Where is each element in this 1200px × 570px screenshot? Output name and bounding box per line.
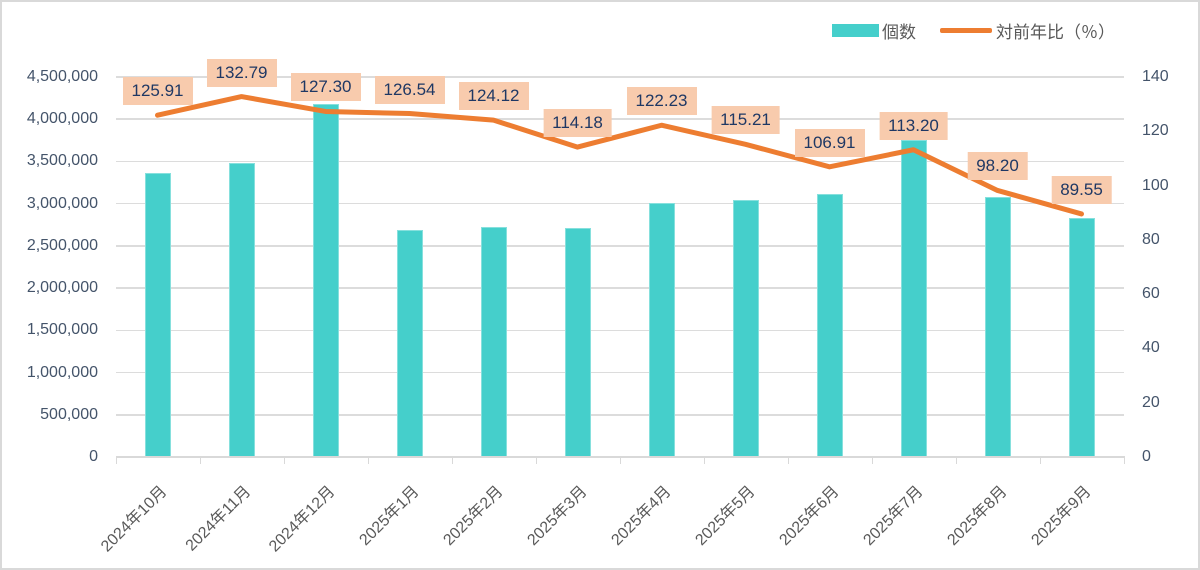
- line-data-label: 124.12: [458, 82, 529, 111]
- left-axis-tick-label: 2,500,000: [26, 236, 98, 254]
- right-axis-tick-label: 100: [1142, 176, 1169, 194]
- left-axis-tick-label: 1,500,000: [26, 321, 98, 339]
- bar: [648, 202, 675, 457]
- line-path: [155, 94, 1084, 217]
- x-axis-tick: [871, 455, 873, 464]
- x-axis-tick: [1123, 455, 1125, 464]
- line-data-label: 115.21: [711, 106, 780, 135]
- line-data-label: 127.30: [290, 73, 361, 102]
- bar: [1068, 218, 1095, 457]
- right-axis-tick-label: 60: [1142, 285, 1160, 303]
- left-axis-tick-label: 500,000: [40, 405, 98, 423]
- right-axis-tick-label: 40: [1142, 339, 1160, 357]
- x-axis-tick: [703, 455, 705, 464]
- legend-item-yoy: 対前年比（％）: [940, 18, 1115, 43]
- x-axis-tick: [955, 455, 957, 464]
- gridline: [115, 160, 1124, 163]
- right-axis-tick-label: 20: [1142, 393, 1160, 411]
- left-axis-tick-label: 3,500,000: [26, 152, 98, 170]
- line-data-label: 114.18: [543, 109, 612, 138]
- bar: [480, 227, 507, 457]
- x-axis-tick: [1039, 455, 1041, 464]
- line-data-label: 113.20: [879, 111, 948, 140]
- line-series-swatch: [940, 28, 992, 33]
- x-axis-tick: [367, 455, 369, 464]
- legend-item-count: 個数: [832, 18, 916, 43]
- line-series-legend-label: 対前年比（％）: [996, 23, 1115, 42]
- gridline: [115, 245, 1124, 247]
- right-axis-tick-label: 80: [1142, 230, 1160, 248]
- right-axis-tick-label: 120: [1142, 122, 1169, 140]
- line-data-label: 132.79: [206, 58, 277, 87]
- bar: [732, 199, 759, 457]
- gridline: [115, 76, 1124, 78]
- bar: [228, 163, 255, 457]
- x-axis-tick: [787, 455, 789, 464]
- gridline: [115, 371, 1124, 374]
- bar: [900, 140, 927, 457]
- bar-series-legend-label: 個数: [882, 23, 916, 42]
- left-axis-tick-label: 0: [89, 448, 98, 465]
- x-axis-tick: [451, 455, 453, 464]
- line-data-label: 122.23: [626, 87, 697, 116]
- x-axis-tick: [199, 455, 201, 464]
- left-axis-tick-label: 3,000,000: [26, 194, 98, 212]
- gridline: [115, 287, 1124, 289]
- right-axis-tick-label: 140: [1142, 68, 1169, 85]
- bar: [984, 196, 1011, 457]
- line-data-label: 126.54: [374, 75, 445, 104]
- left-axis-tick-label: 1,000,000: [26, 363, 98, 381]
- x-axis-tick: [115, 455, 117, 464]
- x-axis-tick: [619, 455, 621, 464]
- left-axis-tick-label: 4,000,000: [26, 110, 98, 128]
- left-axis-tick-label: 2,000,000: [26, 279, 98, 297]
- line-data-label: 98.20: [967, 152, 1028, 181]
- x-axis-tick: [283, 455, 285, 464]
- gridline: [115, 414, 1124, 416]
- line-data-label: 106.91: [794, 128, 865, 157]
- bar-series-swatch: [832, 24, 879, 37]
- left-axis-tick-label: 4,500,000: [26, 68, 98, 85]
- line-data-label: 125.91: [122, 77, 193, 106]
- bar: [396, 230, 423, 457]
- gridline: [115, 329, 1124, 332]
- line-data-label: 89.55: [1051, 175, 1112, 204]
- gridline: [115, 118, 1124, 120]
- bar: [816, 193, 843, 457]
- legend: 個数 対前年比（％）: [832, 18, 1115, 43]
- right-axis-tick-label: 0: [1142, 448, 1151, 465]
- bar: [144, 173, 171, 457]
- gridline: [115, 202, 1124, 205]
- x-axis-tick: [535, 455, 537, 464]
- bar: [312, 104, 339, 457]
- bar: [564, 228, 591, 457]
